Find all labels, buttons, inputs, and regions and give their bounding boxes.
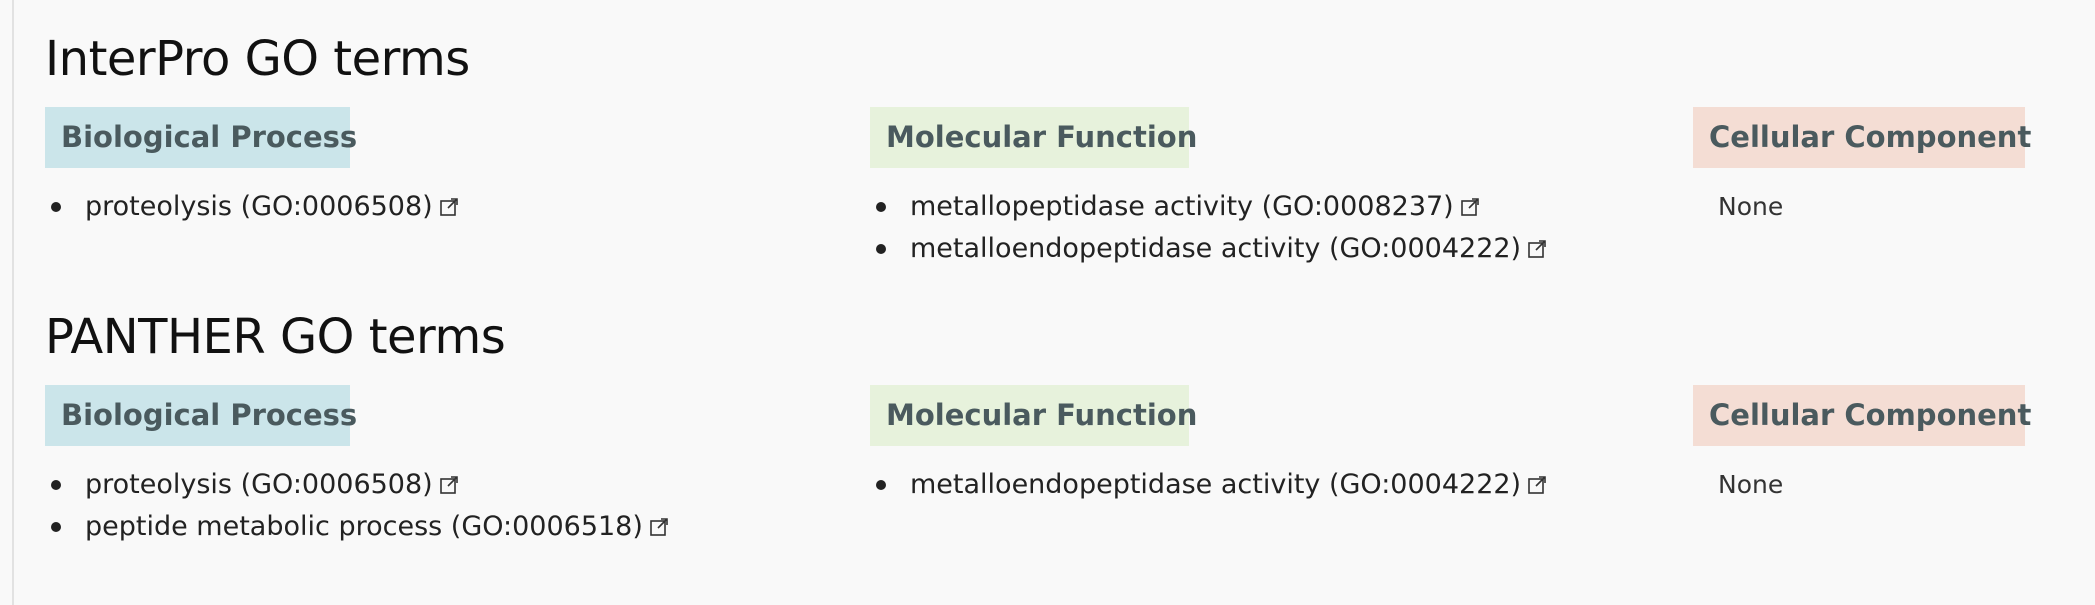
go-term-link[interactable]: metalloendopeptidase activity (GO:000422…	[910, 469, 1522, 500]
interpro-section-title: InterPro GO terms	[45, 31, 470, 87]
bullet	[51, 522, 61, 532]
interpro-cellular-component-column: Cellular Component None	[1693, 107, 2031, 228]
panther-mf-term-list: metalloendopeptidase activity (GO:000422…	[870, 464, 1547, 506]
panther-bp-term-list: proteolysis (GO:0006508) peptide metabol…	[45, 464, 669, 548]
no-terms-text: None	[1718, 470, 1784, 499]
bullet	[876, 244, 886, 254]
interpro-bp-term-list: proteolysis (GO:0006508)	[45, 186, 459, 228]
bullet	[876, 202, 886, 212]
no-terms-text: None	[1718, 192, 1784, 221]
go-term-link[interactable]: metalloendopeptidase activity (GO:000422…	[910, 233, 1522, 264]
left-divider	[12, 0, 14, 605]
external-link-icon[interactable]	[1527, 475, 1547, 495]
interpro-go-section: InterPro GO terms Biological Process pro…	[45, 27, 2045, 307]
bullet	[51, 480, 61, 490]
go-term-link[interactable]: proteolysis (GO:0006508)	[85, 191, 433, 222]
go-term-item[interactable]: proteolysis (GO:0006508)	[45, 464, 669, 506]
panther-section-title: PANTHER GO terms	[45, 309, 506, 365]
panther-go-section: PANTHER GO terms Biological Process prot…	[45, 305, 2045, 585]
panther-cellular-component-column: Cellular Component None	[1693, 385, 2031, 506]
go-term-item[interactable]: metalloendopeptidase activity (GO:000422…	[870, 228, 1547, 270]
interpro-mf-term-list: metallopeptidase activity (GO:0008237) m…	[870, 186, 1547, 270]
biological-process-badge: Biological Process	[45, 385, 357, 446]
biological-process-badge: Biological Process	[45, 107, 357, 168]
panther-biological-process-column: Biological Process proteolysis (GO:00065…	[45, 385, 669, 548]
go-term-item[interactable]: metallopeptidase activity (GO:0008237)	[870, 186, 1547, 228]
cellular-component-badge: Cellular Component	[1693, 385, 2031, 446]
panther-molecular-function-column: Molecular Function metalloendopeptidase …	[870, 385, 1547, 506]
panther-go-columns: Biological Process proteolysis (GO:00065…	[45, 385, 2045, 585]
bullet	[876, 480, 886, 490]
go-term-item[interactable]: metalloendopeptidase activity (GO:000422…	[870, 464, 1547, 506]
external-link-icon[interactable]	[649, 517, 669, 537]
interpro-biological-process-column: Biological Process proteolysis (GO:00065…	[45, 107, 459, 228]
external-link-icon[interactable]	[439, 475, 459, 495]
external-link-icon[interactable]	[1460, 197, 1480, 217]
cellular-component-badge: Cellular Component	[1693, 107, 2031, 168]
interpro-molecular-function-column: Molecular Function metallopeptidase acti…	[870, 107, 1547, 270]
go-term-item[interactable]: peptide metabolic process (GO:0006518)	[45, 506, 669, 548]
bullet	[51, 202, 61, 212]
interpro-go-columns: Biological Process proteolysis (GO:00065…	[45, 107, 2045, 307]
go-term-link[interactable]: peptide metabolic process (GO:0006518)	[85, 511, 643, 542]
external-link-icon[interactable]	[1527, 239, 1547, 259]
molecular-function-badge: Molecular Function	[870, 107, 1197, 168]
molecular-function-badge: Molecular Function	[870, 385, 1197, 446]
go-term-link[interactable]: proteolysis (GO:0006508)	[85, 469, 433, 500]
external-link-icon[interactable]	[439, 197, 459, 217]
go-term-link[interactable]: metallopeptidase activity (GO:0008237)	[910, 191, 1454, 222]
go-term-item[interactable]: proteolysis (GO:0006508)	[45, 186, 459, 228]
